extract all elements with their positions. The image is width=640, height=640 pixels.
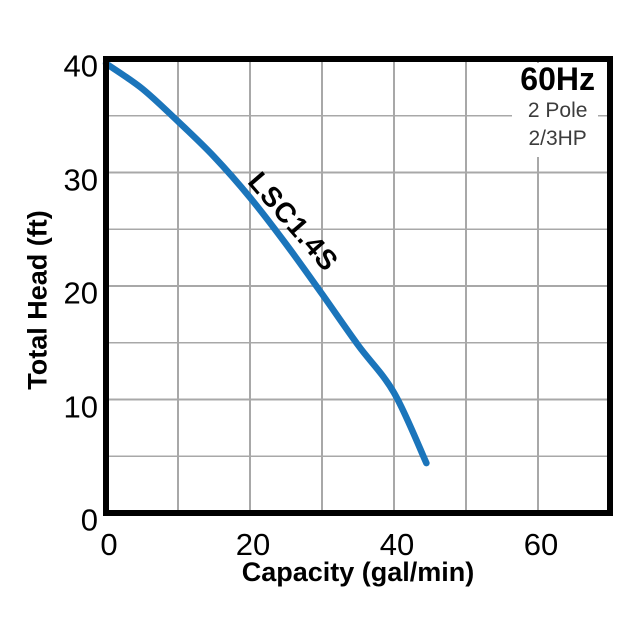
pole-label: 2 Pole xyxy=(527,98,588,122)
y-tick-label: 0 xyxy=(80,502,98,538)
x-tick-label: 60 xyxy=(523,527,559,562)
y-tick-label: 10 xyxy=(63,389,98,424)
y-tick-label: 40 xyxy=(63,48,98,84)
pump-curve xyxy=(102,60,430,467)
x-tick-label: 40 xyxy=(379,527,415,562)
power-label: 2/3HP xyxy=(528,126,587,150)
y-tick-label: 30 xyxy=(63,162,98,197)
x-tick-label: 0 xyxy=(100,527,118,562)
x-axis-title: Capacity (gal/min) xyxy=(241,557,475,587)
y-axis-title: Total Head (ft) xyxy=(22,210,53,390)
axis-frame xyxy=(103,56,613,516)
frequency-label: 60Hz xyxy=(520,61,595,97)
y-tick-label: 20 xyxy=(63,275,98,311)
motor-info-box: 60Hz 2 Pole 2/3HP xyxy=(512,61,598,158)
x-tick-label: 20 xyxy=(235,527,271,562)
